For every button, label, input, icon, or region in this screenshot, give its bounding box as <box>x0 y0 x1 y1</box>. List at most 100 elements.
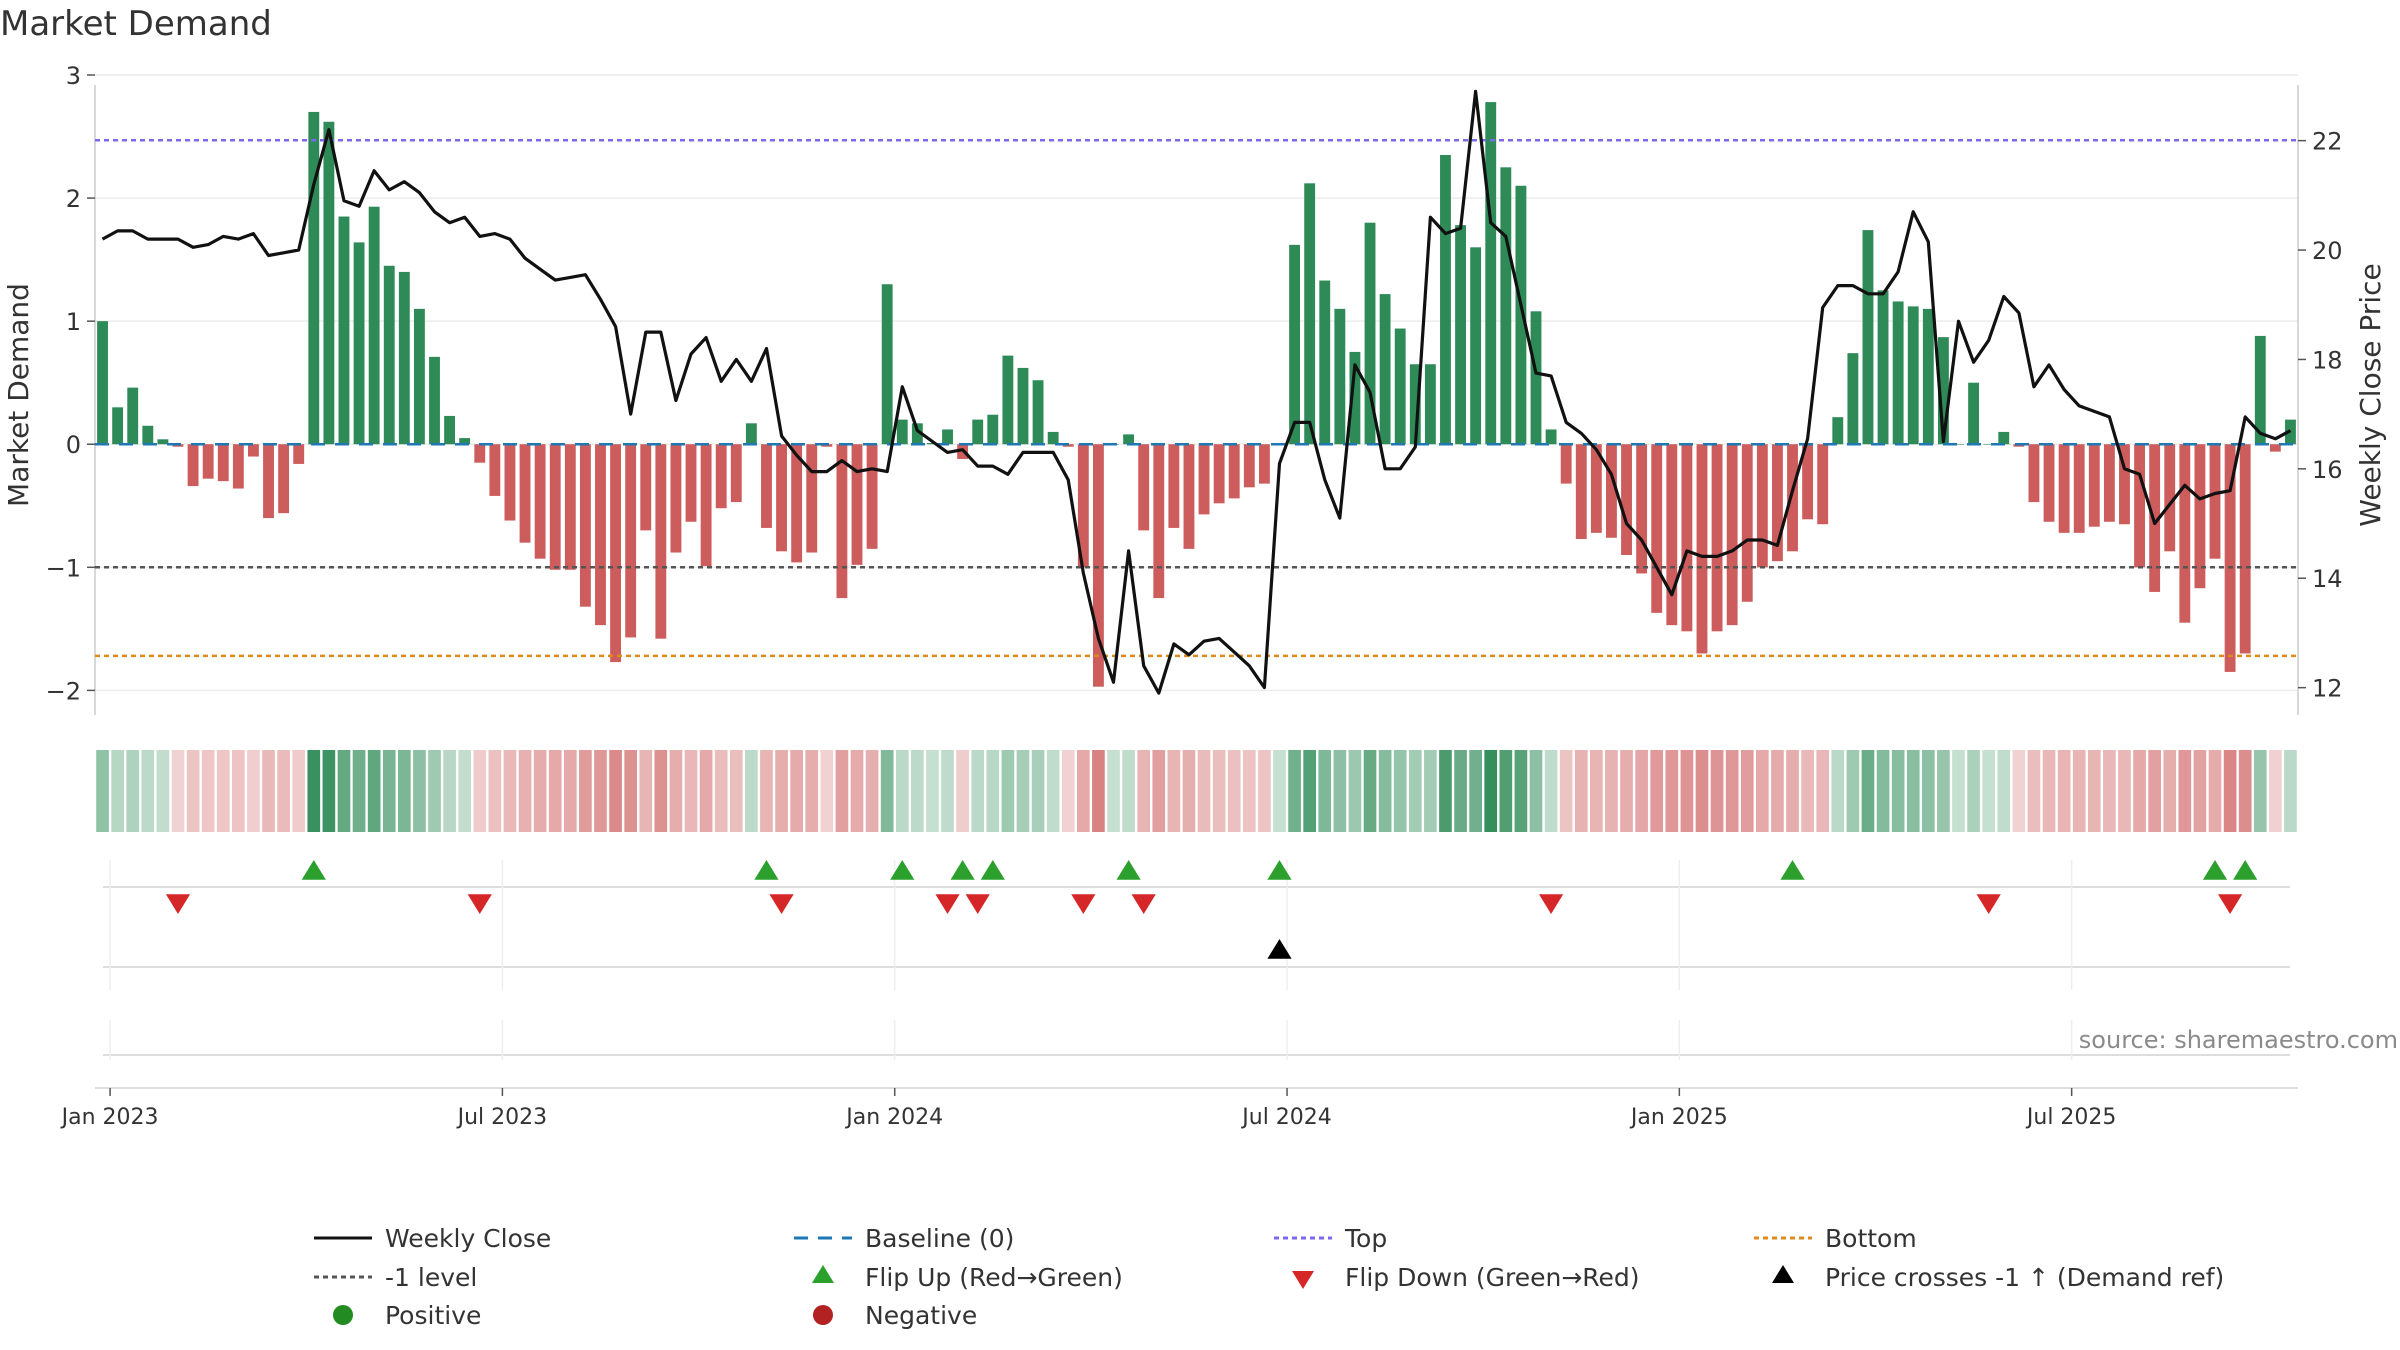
heat-strip-cell <box>2238 750 2252 832</box>
heat-strip-cell <box>1076 750 1090 832</box>
demand-bar <box>1485 102 1497 445</box>
demand-bar <box>489 444 501 496</box>
heat-strip-cell <box>277 750 290 832</box>
heat-strip-cell <box>126 750 140 832</box>
heat-strip-cell <box>1363 750 1377 832</box>
demand-bar <box>1017 367 1029 445</box>
flip-up-marker <box>1116 860 1141 880</box>
demand-bar <box>2103 444 2115 522</box>
heat-strip-cell <box>1242 750 1256 832</box>
demand-bar <box>851 444 863 565</box>
left-tick-label: 0 <box>66 431 81 459</box>
heat-strip-cell <box>1680 750 1694 832</box>
heat-strip-cell <box>956 750 969 832</box>
demand-bar <box>806 444 818 553</box>
heat-strip-cell <box>1710 750 1724 832</box>
heat-strip-cell <box>1921 750 1935 832</box>
legend-swatch-negative <box>813 1305 833 1325</box>
flip-down-marker <box>769 894 794 914</box>
right-axis-title: Weekly Close Price <box>2354 263 2387 526</box>
heat-strip-cell <box>232 750 245 832</box>
legend-swatch-flip_up <box>812 1265 834 1283</box>
demand-bar <box>1183 444 1195 549</box>
flip-up-marker <box>890 860 915 880</box>
weekly-close-line <box>101 89 2292 695</box>
heat-strip-cell <box>292 750 306 832</box>
heat-strip-cell <box>1997 750 2011 832</box>
legend-swatch-flip_down <box>1292 1271 1314 1289</box>
heat-strip-cell <box>2178 750 2192 832</box>
demand-bar <box>1636 444 1648 574</box>
heat-strip-cell <box>156 750 170 832</box>
flip-up-marker <box>1780 860 1805 880</box>
demand-bar <box>1138 444 1150 531</box>
demand-bar <box>1590 444 1602 533</box>
demand-bar <box>1575 444 1587 539</box>
right-tick-label: 16 <box>2312 456 2343 484</box>
heat-strip-cell <box>1424 750 1437 832</box>
heat-strip-cell <box>820 750 834 832</box>
demand-bar <box>1440 155 1451 445</box>
heat-strip-cell <box>337 750 351 832</box>
demand-bar <box>97 321 108 445</box>
demand-bar <box>429 356 440 445</box>
flip-down-marker <box>1131 894 1156 914</box>
heat-strip-cell <box>1046 750 1060 832</box>
demand-bar <box>1983 444 1995 445</box>
heat-strip-cell <box>1318 750 1332 832</box>
left-tick-label: 2 <box>66 185 81 213</box>
heat-strip-cell <box>548 750 562 832</box>
demand-bar <box>2269 444 2281 452</box>
heat-strip-cell <box>1831 750 1845 832</box>
heat-strip-cell <box>1061 750 1075 832</box>
heat-strip-cell <box>1514 750 1528 832</box>
heat-strip-cell <box>2223 750 2237 832</box>
heat-strip-cell <box>624 750 637 832</box>
heat-strip-cell <box>1439 750 1452 832</box>
demand-bar <box>896 419 908 445</box>
demand-bar <box>187 444 199 487</box>
demand-bar <box>1771 444 1783 562</box>
demand-bar <box>1560 444 1572 484</box>
demand-bar <box>1077 444 1089 568</box>
source-label: source: sharemaestro.com <box>2079 1026 2398 1054</box>
legend-swatch-positive <box>333 1305 353 1325</box>
demand-bar <box>112 407 124 445</box>
heat-strip-cell <box>850 750 864 832</box>
demand-bar <box>1289 244 1301 445</box>
demand-bar <box>564 444 576 570</box>
demand-bar <box>1243 444 1255 488</box>
heat-strip-cell <box>518 750 532 832</box>
demand-bar <box>987 414 999 445</box>
demand-bar <box>1877 290 1889 445</box>
demand-bar <box>293 444 305 464</box>
demand-bar <box>1681 444 1693 632</box>
demand-bar <box>1621 444 1632 555</box>
heat-strip-cell <box>2284 750 2297 832</box>
heat-strip-cell <box>2163 750 2177 832</box>
heat-strip-cell <box>247 750 260 832</box>
heat-strip-cell <box>1771 750 1784 832</box>
demand-bar <box>927 443 938 445</box>
demand-bar <box>2179 444 2191 623</box>
demand-bar <box>1213 444 1225 504</box>
demand-bar <box>1319 280 1331 445</box>
heat-strip-cell <box>2269 750 2282 832</box>
heat-strip-cell <box>458 750 472 832</box>
flip-up-marker <box>950 860 975 880</box>
heat-strip-cell <box>141 750 155 832</box>
demand-bar <box>1455 225 1466 445</box>
heat-strip-cell <box>382 750 396 832</box>
demand-bar <box>459 438 471 445</box>
heat-strip-cell <box>2072 750 2086 832</box>
heat-strip-cell <box>96 750 109 832</box>
heat-strip-cell <box>745 750 758 832</box>
heat-strip-cell <box>1167 750 1181 832</box>
heat-strip-cell <box>322 750 336 832</box>
demand-bar <box>911 423 923 445</box>
demand-bar <box>2088 444 2100 527</box>
heat-strip-cell <box>971 750 985 832</box>
heat-strip-cell <box>1952 750 1965 832</box>
heat-strip-cell <box>1197 750 1211 832</box>
x-tick-label: Jan 2025 <box>1629 1105 1728 1130</box>
